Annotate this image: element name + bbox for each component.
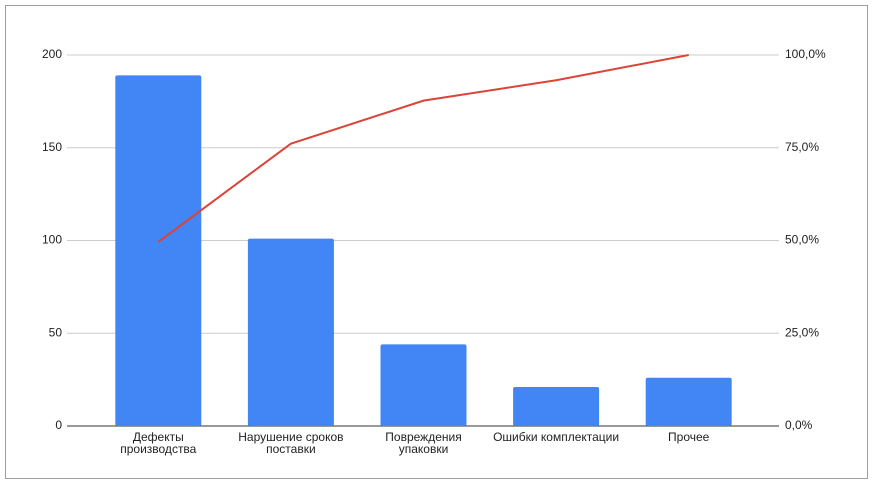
x-tick-label: Нарушение сроков поставки — [238, 430, 343, 456]
y-tick-label: 0 — [55, 418, 62, 432]
bar — [645, 377, 732, 426]
y2-tick-label: 100,0% — [785, 47, 826, 61]
y-tick-label: 200 — [42, 47, 62, 61]
y2-tick-label: 50,0% — [785, 233, 819, 247]
y2-tick-label: 75,0% — [785, 140, 819, 154]
bar — [247, 238, 334, 426]
y-tick-label: 50 — [49, 325, 63, 339]
x-tick-label: Дефекты производства — [120, 430, 196, 456]
y-tick-label: 150 — [42, 140, 62, 154]
y2-tick-label: 25,0% — [785, 325, 819, 339]
line — [157, 54, 689, 243]
x-tick-label: Повреждения упаковки — [385, 430, 461, 456]
y2-tick-label: 0,0% — [785, 418, 813, 432]
bar — [115, 75, 202, 426]
x-tick-label: Прочее — [668, 430, 710, 444]
bar — [513, 387, 600, 426]
bar — [380, 344, 467, 426]
y-tick-label: 100 — [42, 233, 62, 247]
x-tick-label: Ошибки комплектации — [493, 430, 619, 444]
